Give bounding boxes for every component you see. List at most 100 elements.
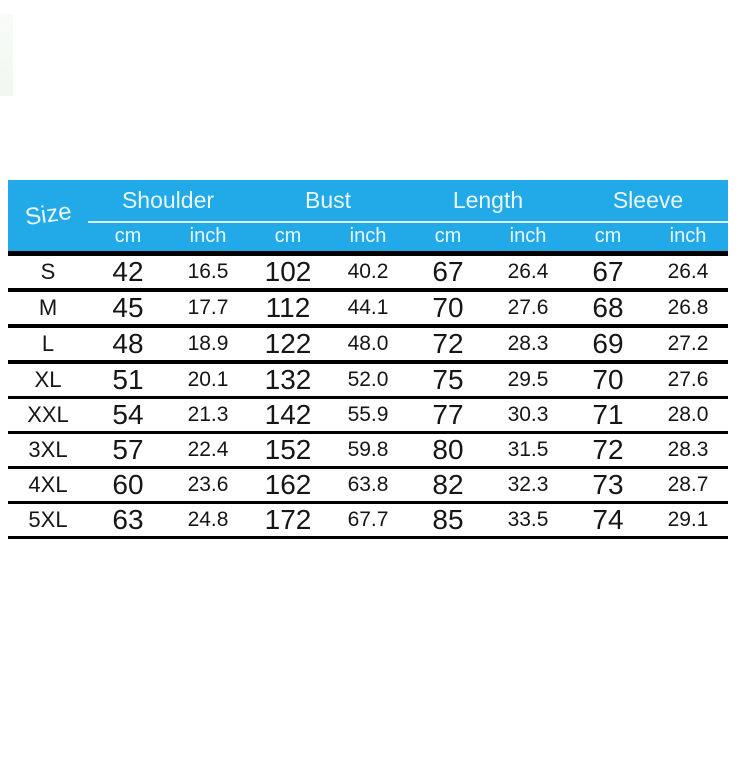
value-cell: 23.6 <box>187 472 229 496</box>
value-cell: 152 <box>264 433 312 465</box>
group-header-sleeve: Sleeve <box>568 180 728 223</box>
unit-header-length-cm: cm <box>408 222 488 256</box>
value-cell: 67 <box>592 255 624 287</box>
value-cell: 142 <box>264 398 312 430</box>
group-header-bust: Bust <box>248 180 408 223</box>
value-cell: 102 <box>264 255 312 287</box>
value-cell: 40.2 <box>347 259 389 283</box>
value-cell: 75 <box>432 363 464 395</box>
unit-header-length-inch: inch <box>488 222 568 256</box>
unit-header-bust-inch: inch <box>328 222 408 256</box>
value-cell: 29.1 <box>667 507 709 531</box>
value-cell: 22.4 <box>187 437 229 461</box>
value-cell: 55.9 <box>347 402 389 426</box>
value-cell: 77 <box>432 398 464 430</box>
value-cell: 29.5 <box>507 367 549 391</box>
value-cell: 69 <box>592 327 624 359</box>
value-cell: 82 <box>432 468 464 500</box>
value-cell: 45 <box>112 291 144 323</box>
value-cell: 44.1 <box>347 295 389 319</box>
value-cell: 71 <box>592 398 624 430</box>
value-cell: 57 <box>112 433 144 465</box>
unit-header-sleeve-cm: cm <box>568 222 648 256</box>
value-cell: 28.3 <box>667 437 709 461</box>
unit-header-sleeve-inch: inch <box>648 222 728 256</box>
value-cell: 51 <box>112 363 144 395</box>
size-chart-table: Size Shoulder Bust Length Sleeve cm inch… <box>8 180 728 539</box>
value-cell: 59.8 <box>347 437 389 461</box>
value-cell: 27.2 <box>667 331 709 355</box>
value-cell: 70 <box>592 363 624 395</box>
value-cell: 27.6 <box>667 367 709 391</box>
size-cell: L <box>41 330 55 356</box>
table-row: 4XL 60 23.6 162 63.8 82 32.3 73 28.7 <box>8 467 728 502</box>
size-column-header: Size <box>8 180 88 256</box>
value-cell: 72 <box>432 327 464 359</box>
table-row: L 48 18.9 122 48.0 72 28.3 69 27.2 <box>8 325 728 362</box>
size-cell: S <box>40 258 56 284</box>
value-cell: 18.9 <box>187 331 229 355</box>
size-cell: 5XL <box>28 506 68 532</box>
value-cell: 63.8 <box>347 472 389 496</box>
value-cell: 30.3 <box>507 402 549 426</box>
value-cell: 48.0 <box>347 331 389 355</box>
group-header-shoulder: Shoulder <box>88 180 248 223</box>
value-cell: 26.4 <box>667 259 709 283</box>
header-group-row: Size Shoulder Bust Length Sleeve <box>8 180 728 256</box>
value-cell: 28.7 <box>667 472 709 496</box>
value-cell: 33.5 <box>507 507 549 531</box>
table-header: Size Shoulder Bust Length Sleeve cm inch… <box>8 180 728 256</box>
value-cell: 31.5 <box>507 437 549 461</box>
value-cell: 27.6 <box>507 295 549 319</box>
size-column-header-label: Size <box>22 198 73 232</box>
table-row: S 42 16.5 102 40.2 67 26.4 67 26.4 <box>8 253 728 290</box>
unit-header-shoulder-inch: inch <box>168 222 248 256</box>
value-cell: 20.1 <box>187 367 229 391</box>
size-cell: M <box>38 294 58 320</box>
value-cell: 85 <box>432 503 464 535</box>
value-cell: 32.3 <box>507 472 549 496</box>
value-cell: 42 <box>112 255 144 287</box>
value-cell: 48 <box>112 327 144 359</box>
value-cell: 80 <box>432 433 464 465</box>
group-header-length: Length <box>408 180 568 223</box>
value-cell: 28.0 <box>667 402 709 426</box>
table-row: XL 51 20.1 132 52.0 75 29.5 70 27.6 <box>8 361 728 397</box>
value-cell: 67 <box>432 255 464 287</box>
value-cell: 17.7 <box>187 295 229 319</box>
value-cell: 122 <box>264 327 312 359</box>
value-cell: 73 <box>592 468 624 500</box>
value-cell: 67.7 <box>347 507 389 531</box>
value-cell: 68 <box>592 291 624 323</box>
table-row: 5XL 63 24.8 172 67.7 85 33.5 74 29.1 <box>8 502 728 537</box>
value-cell: 172 <box>264 503 312 535</box>
value-cell: 26.4 <box>507 259 549 283</box>
value-cell: 28.3 <box>507 331 549 355</box>
size-cell: XXL <box>27 401 69 427</box>
table-row: M 45 17.7 112 44.1 70 27.6 68 26.8 <box>8 289 728 326</box>
value-cell: 16.5 <box>187 259 229 283</box>
table-row: 3XL 57 22.4 152 59.8 80 31.5 72 28.3 <box>8 432 728 467</box>
value-cell: 132 <box>264 363 312 395</box>
table-body: S 42 16.5 102 40.2 67 26.4 67 26.4 M 45 17.7 112 44.1… <box>8 253 728 537</box>
unit-header-shoulder-cm: cm <box>88 222 168 256</box>
value-cell: 162 <box>264 468 312 500</box>
value-cell: 24.8 <box>187 507 229 531</box>
value-cell: 112 <box>265 291 311 323</box>
value-cell: 70 <box>432 291 464 323</box>
value-cell: 26.8 <box>667 295 709 319</box>
unit-header-bust-cm: cm <box>248 222 328 256</box>
value-cell: 52.0 <box>347 367 389 391</box>
size-cell: 3XL <box>28 436 68 462</box>
image-artifact <box>0 14 13 96</box>
size-cell: XL <box>34 366 62 392</box>
value-cell: 54 <box>112 398 144 430</box>
header-units-row: cm inch cm inch cm inch cm inch <box>8 222 728 256</box>
table-row: XXL 54 21.3 142 55.9 77 30.3 71 28.0 <box>8 397 728 432</box>
value-cell: 63 <box>112 503 144 535</box>
value-cell: 74 <box>592 503 624 535</box>
value-cell: 60 <box>112 468 144 500</box>
size-cell: 4XL <box>28 471 68 497</box>
value-cell: 72 <box>592 433 624 465</box>
